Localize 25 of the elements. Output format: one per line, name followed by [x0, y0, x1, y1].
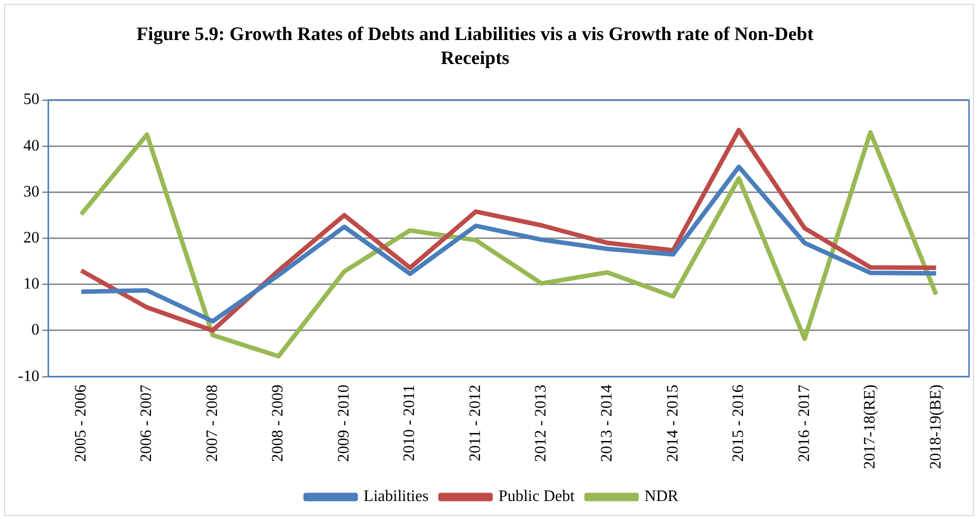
y-tick-label: 10 [23, 276, 40, 293]
y-tick-label: 40 [23, 137, 40, 154]
x-tick-label: 2017-18(RE) [862, 384, 879, 470]
x-tick-label: 2018-19(BE) [927, 384, 944, 470]
legend-label: Liabilities [364, 488, 429, 506]
legend-label: Public Debt [498, 488, 576, 506]
x-tick-label: 2016 - 2017 [796, 384, 813, 462]
y-tick-label: 30 [23, 183, 40, 200]
x-tick-label: 2013 - 2014 [598, 384, 616, 462]
y-tick-label: 0 [31, 322, 40, 339]
x-tick-label: 2010 - 2011 [401, 384, 418, 462]
x-tick-label: 2015 - 2016 [730, 384, 748, 462]
x-tick-label: 2006 - 2007 [138, 384, 156, 462]
x-tick-label: 2009 - 2010 [335, 384, 352, 462]
x-tick-label: 2014 - 2015 [664, 384, 682, 462]
y-tick-label: -10 [18, 368, 40, 385]
x-tick-label: 2005 - 2006 [72, 384, 90, 462]
x-tick-label: 2011 - 2012 [466, 384, 484, 462]
x-tick-label: 2007 - 2008 [204, 384, 221, 462]
legend-label: NDR [644, 488, 679, 506]
y-tick-label: 50 [23, 91, 40, 108]
x-tick-label: 2012 - 2013 [532, 384, 550, 462]
chart-title: Figure 5.9: Growth Rates of Debts and Liabilities vis a vis Growth rate of Non-Debt Receipts [135, 23, 815, 71]
y-tick-label: 20 [23, 229, 40, 246]
x-tick-label: 2008 - 2009 [270, 384, 287, 462]
